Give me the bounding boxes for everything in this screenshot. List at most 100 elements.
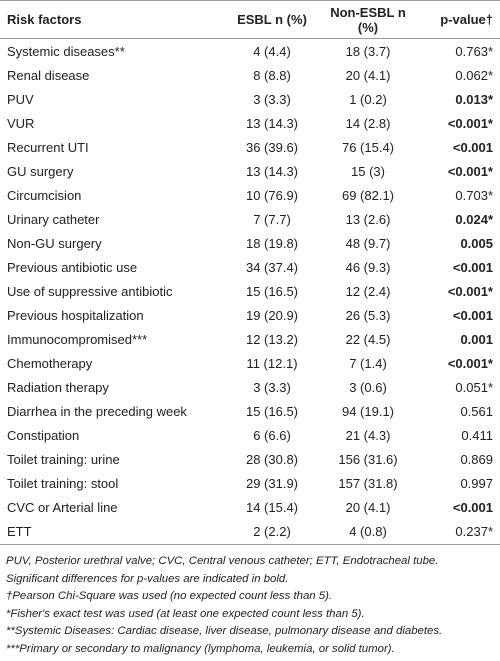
esbl-count: 3 (3.3) [253,379,291,395]
table-row: Circumcision 10 (76.9) 69 (82.1) 0.703* [0,183,500,207]
p-value: 0.001 [460,331,493,347]
table-row: Non-GU surgery 18 (19.8) 48 (9.7) 0.005 [0,231,500,255]
footnote: **Systemic Diseases: Cardiac disease, li… [6,625,443,637]
table-header: Risk factors ESBL n (%) Non-ESBL n (%) p… [0,0,500,39]
p-value: 0.237* [420,519,500,545]
header-cell: p-value† [420,0,500,39]
esbl-count: 15 (16.5) [245,403,299,419]
risk-factor: Diarrhea in the preceding week [7,403,187,419]
esbl-count: 11 (12.1) [246,355,298,371]
non-esbl-count: 20 (4.1) [345,499,391,515]
header-cell: Non-ESBL n (%) [316,0,420,39]
table-row: PUV 3 (3.3) 1 (0.2) 0.013* [0,87,500,111]
header-cell: ESBL n (%) [228,0,316,39]
non-esbl-count: 20 (4.1) [345,67,391,83]
p-value: 0.024* [455,211,493,227]
table-row: Diarrhea in the preceding week 15 (16.5) 9… [0,399,500,423]
table-row: Systemic diseases** 4 (4.4) 18 (3.7) 0.763* [0,39,500,64]
p-value: 0.997 [460,475,493,491]
non-esbl-count: 15 (3) [351,163,385,179]
esbl-count: 28 (30.8) [245,451,299,467]
p-value: <0.001* [447,163,493,179]
non-esbl-count: 156 (31.6) [338,451,398,467]
non-esbl-count: 7 (1.4) [349,355,387,371]
p-value: 0.411 [461,427,493,443]
table-row: VUR 13 (14.3) 14 (2.8) <0.001* [0,111,500,135]
table-row: Radiation therapy 3 (3.3) 3 (0.6) 0.051* [0,375,500,399]
esbl-count: 7 (7.7) [253,211,291,227]
table-row: Previous antibiotic use 34 (37.4) 46 (9.3)… [0,255,500,279]
risk-factor: PUV [7,91,34,107]
risk-factor: Renal disease [7,67,90,83]
esbl-count: 18 (19.8) [245,235,299,251]
non-esbl-count: 48 (9.7) [345,235,391,251]
table-row: Renal disease 8 (8.8) 20 (4.1) 0.062* [0,63,500,87]
p-value: <0.001 [452,307,493,323]
table-row: CVC or Arterial line 14 (15.4) 20 (4.1) <0.… [0,495,500,519]
esbl-count: 36 (39.6) [245,139,299,155]
non-esbl-count: 76 (15.4) [341,139,395,155]
risk-factor: Previous hospitalization [7,307,144,323]
esbl-count: 6 (6.6) [253,427,291,443]
p-value: 0.869 [460,451,493,467]
p-value: 0.763* [455,43,493,59]
p-value: 0.561 [460,403,493,419]
footnote: †Pearson Chi-Square was used (no expecte… [6,590,333,602]
risk-factor: Recurrent UTI [7,139,89,155]
table-row: Toilet training: urine 28 (30.8) 156 (31.6… [0,447,500,471]
risk-factor: Toilet training: urine [7,451,120,467]
table-row: ETT 2 (2.2) 4 (0.8) 0.237* [0,519,500,545]
p-value: <0.001 [452,139,493,155]
p-value: 0.062* [455,67,493,83]
risk-factor: Chemotherapy [7,355,93,371]
risk-factor: Non-GU surgery [7,235,102,251]
footnote: *Fisher's exact test was used (at least … [6,607,365,620]
non-esbl-count: 46 (9.3) [345,259,391,275]
non-esbl-count: 26 (5.3) [345,307,391,323]
risk-factor: VUR [7,115,35,131]
esbl-count: 34 (37.4) [245,259,299,275]
risk-factor: Circumcision [7,187,82,203]
table-row: GU surgery 13 (14.3) 15 (3) <0.001* [0,159,500,183]
table-row: Constipation 6 (6.6) 21 (4.3) 0.411 [0,423,500,447]
esbl-count: 29 (31.9) [245,475,299,491]
non-esbl-count: 18 (3.7) [345,43,391,59]
risk-factor: Radiation therapy [7,379,109,395]
risk-factor: Previous antibiotic use [7,259,138,275]
esbl-count: 19 (20.9) [245,307,299,323]
p-value: 0.703* [455,187,493,203]
non-esbl-count: 13 (2.6) [345,211,391,227]
table-row: Use of suppressive antibiotic 15 (16.5) 12… [0,279,500,303]
table-row: Chemotherapy 11 (12.1) 7 (1.4) <0.001* [0,351,500,375]
p-value: <0.001* [447,283,493,299]
risk-factor: GU surgery [7,163,74,179]
p-value: 0.051* [455,379,493,395]
esbl-count: 13 (14.3) [245,163,299,179]
risk-factor: CVC or Arterial line [7,499,118,515]
risk-factor: Immunocompromised*** [7,331,148,347]
non-esbl-count: 69 (82.1) [341,187,395,203]
p-value: 0.005 [460,235,493,251]
non-esbl-count: 3 (0.6) [349,379,387,395]
risk-table: Risk factors ESBL n (%) Non-ESBL n (%) p… [0,0,500,545]
non-esbl-count: 22 (4.5) [345,331,391,347]
table-row: Urinary catheter 7 (7.7) 13 (2.6) 0.024* [0,207,500,231]
risk-factor: ETT [0,519,228,545]
p-value: <0.001 [452,499,493,515]
table-row: Previous hospitalization 19 (20.9) 26 (5.3… [0,303,500,327]
non-esbl-count: 157 (31.8) [338,475,398,491]
esbl-count: 2 (2.2) [228,519,316,545]
esbl-count: 4 (4.4) [253,43,291,59]
table-row: Toilet training: stool 29 (31.9) 157 (31.8… [0,471,500,495]
non-esbl-count: 14 (2.8) [345,115,391,131]
table-row: Immunocompromised*** 12 (13.2) 22 (4.5) 0.0… [0,327,500,351]
risk-factor: Use of suppressive antibiotic [7,283,173,299]
p-value: <0.001 [452,259,493,275]
non-esbl-count: 1 (0.2) [349,91,387,107]
footnotes: PUV, Posterior urethral valve; CVC, Cent… [0,553,500,658]
esbl-count: 14 (15.4) [245,499,299,515]
esbl-count: 13 (14.3) [245,115,299,131]
p-value: <0.001* [447,355,493,371]
esbl-count: 8 (8.8) [253,67,291,83]
